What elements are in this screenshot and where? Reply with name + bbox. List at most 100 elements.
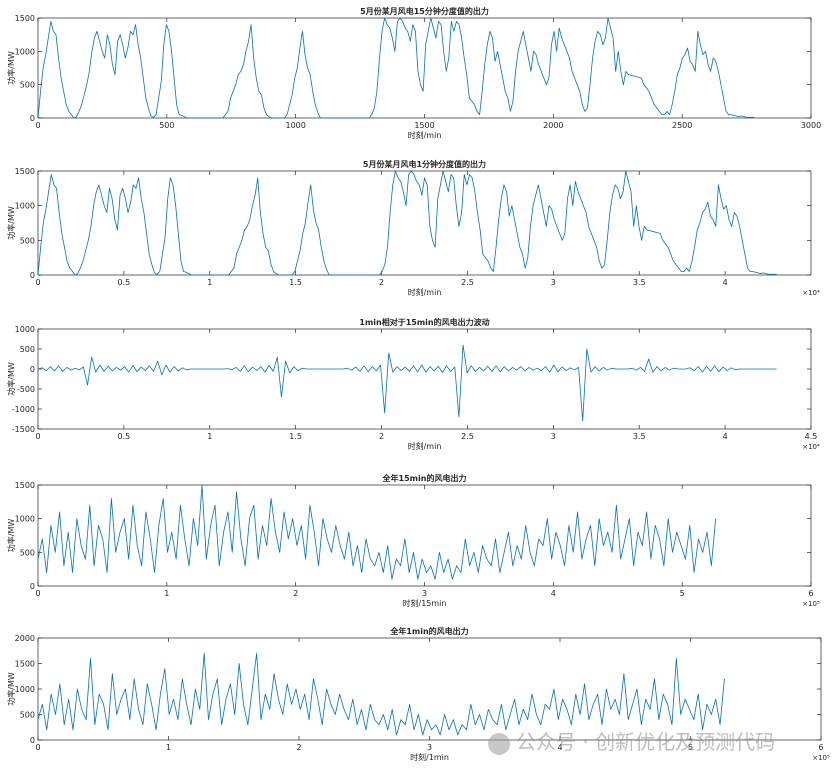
x-tick-label: 2 [293,589,298,598]
y-axis-label: 功率/MW [6,362,16,396]
plot-area [37,637,822,741]
y-tick-label: 1000 [15,325,35,334]
y-tick-label: 2000 [15,634,35,643]
x-tick-label: 1 [164,589,169,598]
plot-area [37,484,812,587]
y-tick-label: -500 [17,385,35,394]
y-tick-label: 1500 [15,167,35,176]
x-tick-label: 2.5 [461,432,474,441]
x-axis-exponent: ×10⁴ [802,443,820,451]
plot-area [37,328,812,430]
y-tick-label: 1500 [15,481,35,490]
x-axis-label: 时刻/min [408,287,442,297]
y-tick-label: 500 [20,236,35,245]
y-tick-label: 0 [30,582,35,591]
x-tick-label: 5 [680,589,685,598]
x-tick-label: 500 [159,121,174,130]
x-tick-label: 1 [166,743,171,752]
x-tick-label: 2 [379,432,384,441]
x-tick-label: 2 [379,278,384,287]
y-tick-label: -1000 [12,405,35,414]
x-axis-label: 时刻/1min [410,752,449,762]
chart-title: 全年15min的风电出力 [382,473,467,483]
chart-panel-1: 0 500 1000 1500 2000 2500 3000 0 500 1000 1500 5月份某… [6,6,821,140]
y-tick-label: 1000 [15,685,35,694]
chart-title: 5月份某月风电15分钟分度值的出力 [360,6,489,16]
y-axis-label: 功率/MW [6,206,16,240]
series-line [37,17,755,119]
x-tick-label: 0 [35,121,40,130]
wechat-icon [488,732,510,755]
y-axis-label: 功率/MW [6,519,16,553]
x-axis-exponent: ×10⁴ [802,289,820,297]
x-tick-label: 4 [557,743,562,752]
y-axis-label: 功率/MW [6,51,16,85]
x-axis-exponent: ×10⁵ [812,754,830,762]
x-tick-label: 2000 [543,121,563,130]
x-tick-label: 3.5 [633,432,646,441]
x-tick-label: 4 [551,589,556,598]
y-tick-label: 1500 [15,14,35,23]
series-line [37,652,725,736]
x-axis-exponent: ×10⁵ [802,600,820,608]
chart-title: 1min相对于15min的风电出力波动 [359,317,489,327]
x-axis-label: 时刻/15min [403,598,447,608]
x-tick-label: 0 [35,743,40,752]
x-tick-label: 1.5 [289,432,302,441]
y-tick-label: 1000 [15,515,35,524]
y-tick-label: 500 [20,548,35,557]
x-tick-label: 4 [723,432,728,441]
chart-title: 全年1min的风电出力 [389,626,468,636]
x-tick-label: 6 [808,589,813,598]
x-tick-label: 2.5 [461,278,474,287]
y-tick-label: 0 [30,365,35,374]
x-tick-label: 6 [818,743,823,752]
x-tick-label: 4.5 [805,432,818,441]
x-tick-label: 0 [35,278,40,287]
x-tick-label: 4 [723,278,728,287]
x-tick-label: 5 [688,743,693,752]
chart-panel-3: 0 0.5 1 1.5 2 2.5 3 3.5 4 4.5 -1500 -1000 -500 0 500 10… [6,317,820,451]
chart-panel-5: 0 1 2 3 4 5 6 0 500 1000 1500 2000 全年1min的风电出力时刻/1mi… [6,626,830,762]
x-tick-label: 0.5 [118,278,131,287]
y-tick-label: -1500 [12,425,35,434]
y-tick-label: 500 [20,81,35,90]
x-axis-label: 时刻/min [408,441,442,451]
y-tick-label: 1000 [15,202,35,211]
series-line [37,484,717,580]
x-tick-label: 1 [207,432,212,441]
y-tick-label: 1000 [15,47,35,56]
x-tick-label: 3 [551,278,556,287]
x-tick-label: 1 [207,278,212,287]
x-tick-label: 0.5 [118,432,131,441]
y-tick-label: 1500 [15,660,35,669]
y-tick-label: 0 [30,736,35,745]
watermark-text: 公众号 · 创新优化及预测代码 [516,730,776,754]
x-tick-label: 3000 [801,121,821,130]
y-tick-label: 0 [30,114,35,123]
x-tick-label: 0 [35,589,40,598]
x-tick-label: 3.5 [633,278,646,287]
x-tick-label: 1000 [285,121,305,130]
y-tick-label: 500 [20,711,35,720]
chart-panel-2: 0 0.5 1 1.5 2 2.5 3 3.5 4 0 500 1000 1500 5月份某月风电1分钟分… [6,159,820,297]
chart-title: 5月份某月风电1分钟分度值的出力 [363,159,486,169]
x-tick-label: 0 [35,432,40,441]
y-tick-label: 500 [20,345,35,354]
x-tick-label: 3 [422,589,427,598]
x-tick-label: 1.5 [289,278,302,287]
x-tick-label: 2 [296,743,301,752]
series-line [37,344,777,422]
x-tick-label: 1500 [414,121,434,130]
x-tick-label: 3 [427,743,432,752]
y-axis-label: 功率/MW [6,672,16,706]
x-tick-label: 3 [551,432,556,441]
x-axis-label: 时刻/min [408,130,442,140]
x-tick-label: 2500 [672,121,692,130]
watermark: 公众号 · 创新优化及预测代码 [488,726,775,755]
y-tick-label: 0 [30,271,35,280]
series-line [37,170,777,276]
plot-area [37,170,812,276]
